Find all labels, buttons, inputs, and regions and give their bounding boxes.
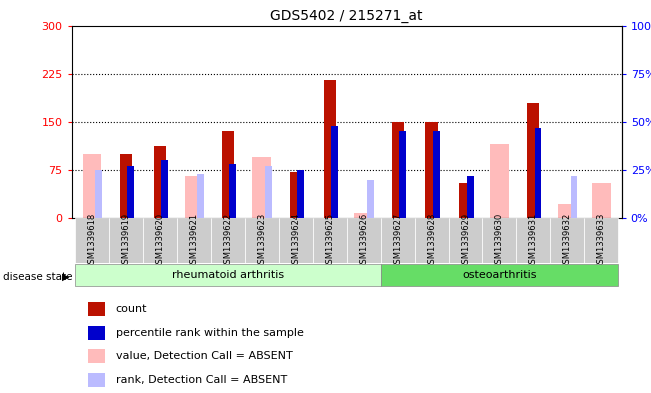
Text: GSM1339620: GSM1339620 [156, 213, 165, 269]
Bar [467, 176, 473, 218]
Text: GSM1339626: GSM1339626 [359, 213, 368, 269]
Bar [426, 122, 437, 218]
Bar [433, 131, 439, 218]
Bar [75, 218, 109, 263]
Bar [297, 170, 304, 218]
Title: GDS5402 / 215271_at: GDS5402 / 215271_at [270, 9, 423, 23]
Bar [527, 103, 540, 218]
Text: GSM1339622: GSM1339622 [223, 213, 232, 269]
Bar [143, 218, 177, 263]
Bar [550, 218, 585, 263]
Bar [222, 131, 234, 218]
Text: GSM1339633: GSM1339633 [597, 213, 606, 269]
Bar [177, 218, 211, 263]
Text: rank, Detection Call = ABSENT: rank, Detection Call = ABSENT [116, 375, 287, 385]
Bar [197, 174, 204, 218]
Bar [482, 218, 516, 263]
Bar [120, 154, 132, 218]
Bar [75, 264, 381, 286]
Bar [88, 349, 105, 364]
Bar [585, 218, 618, 263]
Text: GSM1339627: GSM1339627 [393, 213, 402, 269]
Bar [245, 218, 279, 263]
Bar [279, 218, 312, 263]
Text: GSM1339629: GSM1339629 [461, 213, 470, 269]
Bar [290, 172, 302, 218]
Bar [381, 264, 618, 286]
Bar [354, 213, 373, 218]
Text: GSM1339630: GSM1339630 [495, 213, 504, 269]
Text: GSM1339618: GSM1339618 [87, 213, 96, 269]
Text: disease state: disease state [3, 272, 73, 282]
Text: GSM1339619: GSM1339619 [122, 213, 130, 269]
Bar [324, 80, 336, 218]
Bar [570, 176, 577, 218]
Bar [312, 218, 346, 263]
Bar [83, 154, 102, 218]
Bar [154, 145, 166, 218]
Bar [253, 157, 271, 218]
Bar [449, 218, 482, 263]
Bar [592, 183, 611, 218]
Bar [558, 204, 577, 218]
Bar [88, 302, 105, 316]
Bar [415, 218, 449, 263]
Text: count: count [116, 304, 147, 314]
Text: rheumatoid arthritis: rheumatoid arthritis [172, 270, 284, 280]
Bar [331, 126, 338, 218]
Text: percentile rank within the sample: percentile rank within the sample [116, 328, 303, 338]
Bar [490, 144, 509, 218]
Text: GSM1339632: GSM1339632 [563, 213, 572, 269]
Bar [265, 166, 271, 218]
Bar [184, 176, 203, 218]
Bar [399, 131, 406, 218]
Bar [109, 218, 143, 263]
Text: GSM1339628: GSM1339628 [427, 213, 436, 269]
Text: osteoarthritis: osteoarthritis [462, 270, 536, 280]
Bar [88, 373, 105, 387]
Text: value, Detection Call = ABSENT: value, Detection Call = ABSENT [116, 351, 292, 361]
Bar [95, 170, 102, 218]
Bar [161, 160, 168, 218]
Bar [391, 122, 404, 218]
Bar [346, 218, 381, 263]
Text: GSM1339621: GSM1339621 [189, 213, 199, 269]
Bar [211, 218, 245, 263]
Text: ▶: ▶ [62, 272, 70, 282]
Text: GSM1339624: GSM1339624 [291, 213, 300, 269]
Bar [534, 128, 542, 218]
Bar [381, 218, 415, 263]
Text: GSM1339625: GSM1339625 [326, 213, 334, 269]
Bar [88, 325, 105, 340]
Text: GSM1339631: GSM1339631 [529, 213, 538, 269]
Bar [229, 164, 236, 218]
Text: GSM1339623: GSM1339623 [257, 213, 266, 269]
Bar [516, 218, 550, 263]
Bar [460, 183, 471, 218]
Bar [127, 166, 134, 218]
Bar [367, 180, 374, 218]
